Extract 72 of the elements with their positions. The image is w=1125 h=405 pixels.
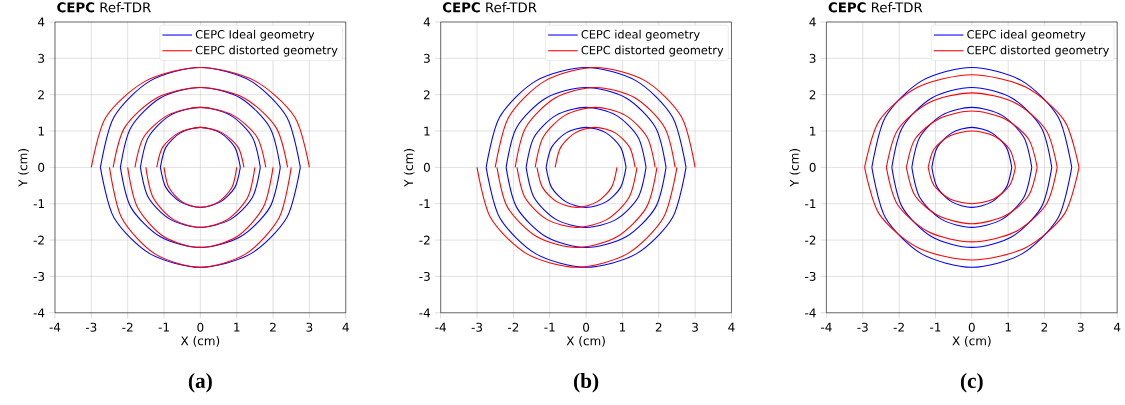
x-tick-label: -3	[857, 322, 868, 332]
x-tick-label: 2	[655, 322, 662, 332]
text: (c)	[960, 373, 983, 393]
y-tick-label: 2	[38, 90, 44, 100]
x-tick-label: 4	[1113, 322, 1121, 332]
text: (b)	[573, 373, 599, 393]
y-tick-label: -4	[805, 308, 816, 318]
x-tick-label: -3	[471, 322, 483, 332]
y-tick-label: -4	[33, 308, 45, 318]
x-tick-label: -2	[507, 322, 519, 332]
y-tick-label: 1	[810, 126, 816, 136]
x-tick-label: 4	[728, 322, 735, 332]
y-tick-label: 4	[37, 17, 45, 27]
x-tick-label: 2	[1041, 322, 1048, 332]
y-tick-label: 1	[424, 126, 430, 136]
x-tick-label: -2	[122, 322, 133, 332]
y-tick-label: 3	[38, 53, 45, 64]
y-tick-label: 2	[809, 90, 816, 100]
x-axis-title: X (cm)	[952, 336, 991, 347]
x-tick-label: 2	[270, 322, 276, 332]
legend-label: CEPC ideal geometry	[581, 29, 700, 41]
x-tick-label: -2	[893, 322, 904, 332]
y-tick-label: -1	[419, 199, 430, 209]
x-axis-title: X (cm)	[180, 336, 220, 347]
y-tick-label: -3	[33, 272, 45, 282]
y-tick-label: -3	[419, 272, 430, 282]
y-tick-label: -2	[805, 235, 816, 245]
chart-title: CEPC Ref-TDR	[828, 2, 923, 13]
y-tick-label: 0	[38, 162, 45, 173]
y-tick-label: 0	[423, 162, 430, 173]
x-tick-label: -1	[544, 322, 555, 332]
y-tick-label: 1	[38, 126, 44, 136]
x-tick-label: 4	[342, 322, 349, 332]
x-tick-label: 1	[619, 322, 626, 332]
x-tick-label: -3	[85, 322, 97, 332]
y-tick-label: -3	[805, 272, 816, 282]
text: (a)	[188, 373, 212, 393]
y-tick-label: -2	[419, 235, 430, 245]
legend-label: CEPC distorted geometry	[195, 45, 338, 57]
x-tick-label: -1	[158, 322, 169, 332]
y-tick-label: -1	[33, 199, 44, 209]
x-tick-label: 0	[583, 322, 590, 332]
x-tick-label: 3	[306, 322, 313, 332]
legend-label: CEPC distorted geometry	[967, 45, 1110, 57]
chart-title: CEPC Ref-TDR	[442, 2, 537, 13]
x-tick-label: 1	[234, 322, 240, 332]
x-tick-label: 3	[692, 322, 698, 332]
y-tick-label: -2	[33, 235, 44, 245]
legend-label: CEPC distorted geometry	[581, 45, 724, 57]
y-tick-label: 3	[809, 53, 816, 64]
y-tick-label: 4	[809, 17, 816, 27]
x-tick-label: 1	[1005, 322, 1011, 332]
y-tick-label: 0	[809, 162, 816, 173]
y-tick-label: 4	[423, 17, 431, 27]
y-tick-label: -1	[805, 199, 816, 209]
x-axis-title: X (cm)	[566, 336, 605, 347]
legend-label: CEPC ideal geometry	[967, 29, 1086, 41]
x-tick-label: -1	[930, 322, 941, 332]
y-axis-title: Y (cm)	[18, 149, 29, 187]
y-tick-label: 3	[424, 53, 430, 64]
x-tick-label: -4	[435, 322, 446, 332]
x-tick-label: 0	[968, 322, 975, 332]
x-tick-label: 3	[1077, 322, 1084, 332]
x-tick-label: -4	[821, 322, 832, 332]
chart-title: CEPC Ref-TDR	[57, 2, 151, 13]
y-axis-title: Y (cm)	[403, 149, 415, 187]
x-tick-label: -4	[49, 322, 61, 332]
x-tick-label: 0	[197, 322, 204, 332]
y-tick-label: -4	[419, 308, 431, 318]
legend-label: CEPC Ideal geometry	[195, 29, 315, 41]
y-tick-label: 2	[423, 90, 430, 100]
y-axis-title: Y (cm)	[789, 149, 801, 187]
